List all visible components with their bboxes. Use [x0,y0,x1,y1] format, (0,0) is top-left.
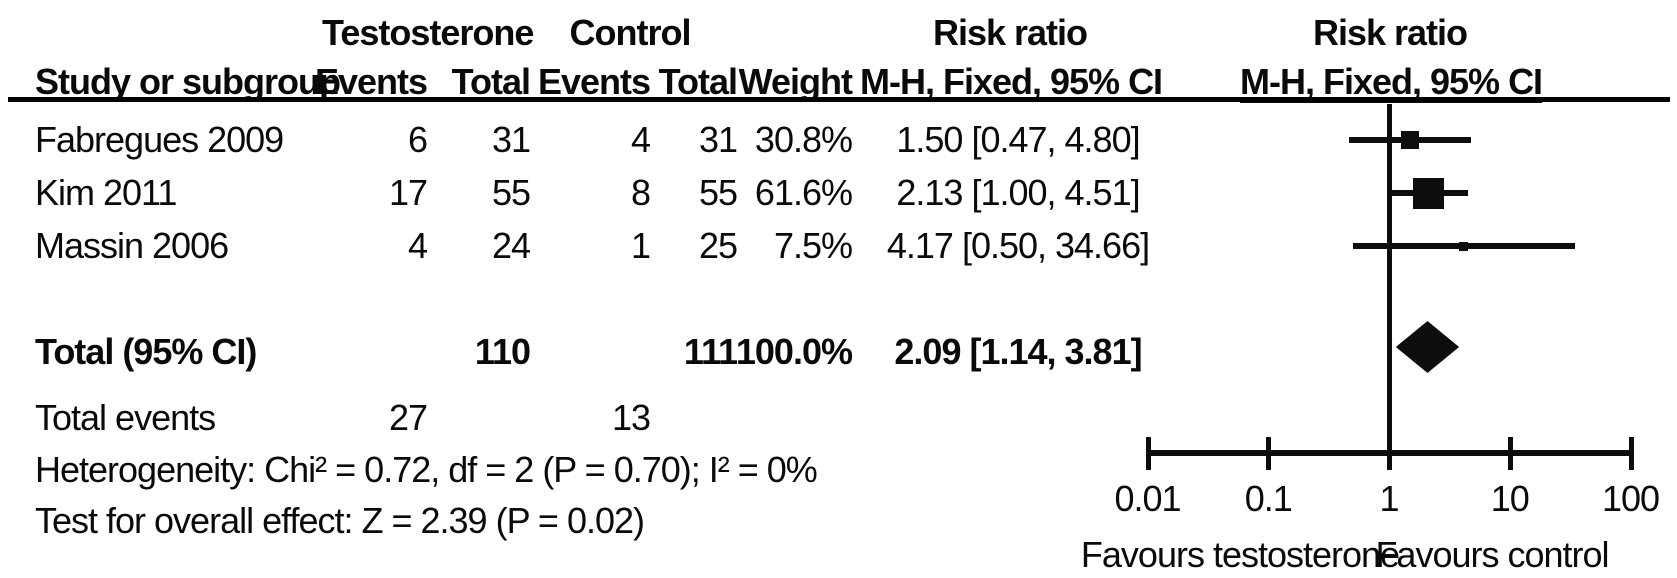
total-events-t: 27 [388,397,428,438]
total-label: Total (95% CI) [35,331,257,372]
study-name: Kim 2011 [35,172,177,213]
events-c: 8 [630,172,651,213]
study-name: Fabregues 2009 [35,119,284,160]
axis-tick-label: 1 [1379,478,1399,519]
total-weight: 100.0% [735,331,853,372]
rr-ci-text: 1.50 [0.47, 4.80] [896,119,1140,160]
col-header-total-c: Total [658,61,738,102]
col-header-events-c: Events [537,61,651,102]
total-c: 25 [698,225,738,266]
forest-weight-square [1401,131,1419,149]
header-divider-rule [8,97,1670,102]
axis-tick [1628,437,1634,470]
axis-tick-label: 100 [1601,478,1660,519]
total-total-c: 111 [683,331,738,372]
axis-tick-label: 10 [1490,478,1530,519]
axis-tick-label: 0.01 [1114,478,1181,519]
col-header-mh-stat: M-H, Fixed, 95% CI [860,61,1163,102]
events-t: 17 [388,172,428,213]
col-header-mh-plot: M-H, Fixed, 95% CI [1240,61,1543,102]
rr-ci-text: 4.17 [0.50, 34.66] [886,225,1150,266]
total-rr-ci-text: 2.09 [1.14, 3.81] [894,331,1142,372]
group-header-testosterone: Testosterone [322,12,534,53]
col-header-total-t: Total [451,61,531,102]
favours-left-label: Favours testosterone [1080,534,1400,575]
axis-tick [1266,437,1272,470]
forest-weight-square [1413,178,1444,209]
weight: 30.8% [754,119,853,160]
events-t: 4 [407,225,428,266]
weight: 61.6% [754,172,853,213]
study-name: Massin 2006 [35,225,229,266]
events-t: 6 [407,119,428,160]
weight: 7.5% [773,225,853,266]
risk-ratio-stat-title: Risk ratio [932,12,1088,53]
events-c: 1 [630,225,651,266]
axis-tick-label: 0.1 [1244,478,1293,519]
axis-tick [1507,437,1513,470]
total-t: 55 [491,172,531,213]
events-c: 4 [630,119,651,160]
axis-tick [1387,437,1392,470]
total-t: 24 [491,225,531,266]
forest-weight-square [1459,242,1468,251]
total-c: 31 [698,119,738,160]
col-header-weight: Weight [738,61,853,102]
col-header-events-t: Events [314,61,428,102]
null-effect-line [1387,104,1392,470]
col-header-study: Study or subgroup [35,61,341,102]
total-events-label: Total events [35,397,216,438]
risk-ratio-plot-title: Risk ratio [1312,12,1468,53]
total-total-t: 110 [474,331,531,372]
axis-tick [1145,437,1151,470]
rr-ci-text: 2.13 [1.00, 4.51] [896,172,1140,213]
total-events-c: 13 [611,397,651,438]
forest-total-diamond [1395,321,1460,373]
favours-right-label: Favours control [1375,534,1609,575]
total-c: 55 [698,172,738,213]
total-t: 31 [491,119,531,160]
heterogeneity-text: Heterogeneity: Chi² = 0.72, df = 2 (P = … [35,449,818,490]
group-header-control: Control [569,12,692,53]
overall-effect-text: Test for overall effect: Z = 2.39 (P = 0… [35,500,645,541]
